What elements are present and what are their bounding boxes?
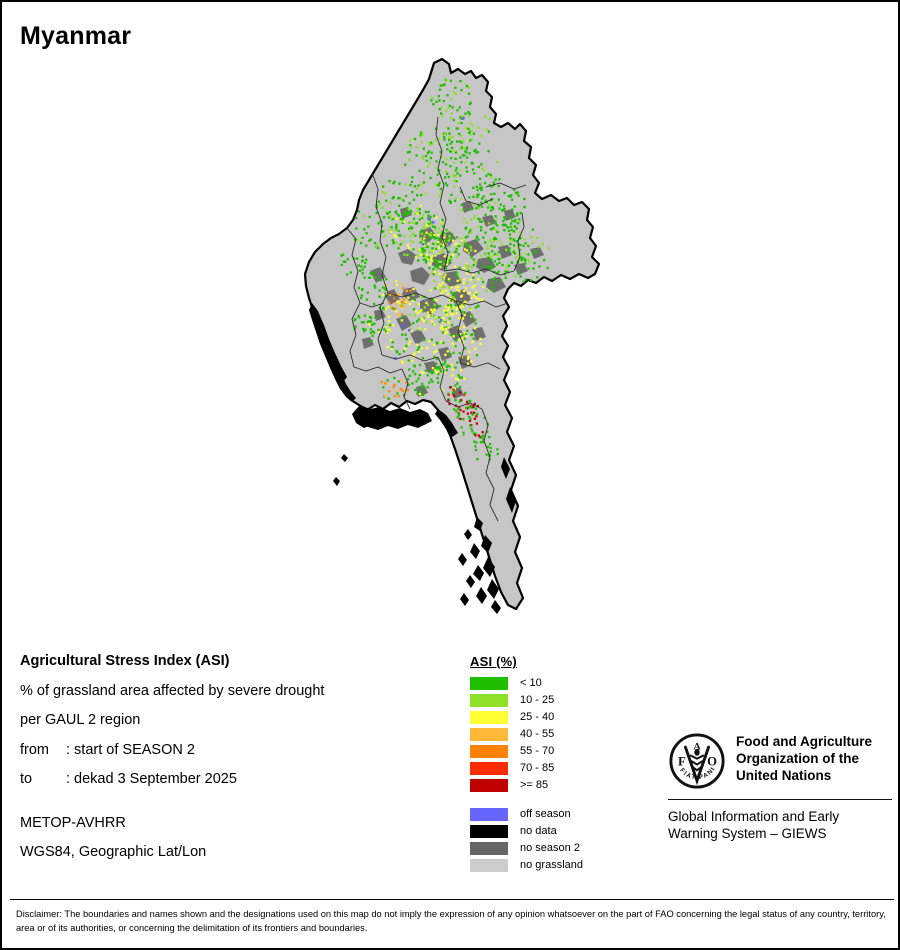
- legend-status-swatch: [470, 825, 508, 838]
- legend-status-label: no grassland: [520, 859, 583, 871]
- disclaimer-divider: [10, 899, 894, 900]
- fao-logo-row: F A O FIAT PANIS Food and Agriculture Or…: [668, 732, 892, 790]
- legend-class-4[interactable]: 55 - 70: [470, 743, 660, 760]
- fao-branding: F A O FIAT PANIS Food and Agriculture Or…: [668, 732, 892, 843]
- info-from-value: : start of SEASON 2: [66, 741, 195, 758]
- info-to-row: to : dekad 3 September 2025: [20, 772, 450, 787]
- legend-status-2[interactable]: no season 2: [470, 840, 660, 857]
- legend-class-swatch: [470, 694, 508, 707]
- legend-class-label: 70 - 85: [520, 762, 555, 774]
- legend-status-swatch: [470, 859, 508, 872]
- giews-line-2: Warning System – GIEWS: [668, 826, 827, 842]
- legend-status-swatch: [470, 808, 508, 821]
- page-title: Myanmar: [20, 22, 132, 50]
- legend-class-label: >= 85: [520, 779, 549, 791]
- legend-class-swatch: [470, 677, 508, 690]
- legend-class-swatch: [470, 779, 508, 792]
- info-projection: WGS84, Geographic Lat/Lon: [20, 844, 207, 860]
- fao-org-line-3: United Nations: [736, 767, 832, 783]
- disclaimer-text: Disclaimer: The boundaries and names sho…: [16, 909, 886, 933]
- fao-letter-f: F: [678, 755, 686, 769]
- myanmar-map-svg: [303, 57, 601, 614]
- legend-class-label: 55 - 70: [520, 745, 555, 757]
- fao-organization-name: Food and Agriculture Organization of the…: [736, 732, 872, 785]
- info-from-row: from : start of SEASON 2: [20, 741, 450, 758]
- giews-line-1: Global Information and Early: [668, 809, 840, 824]
- legend-class-swatch: [470, 745, 508, 758]
- legend-status-0[interactable]: off season: [470, 806, 660, 823]
- legend-status-label: no data: [520, 825, 557, 837]
- info-description-2: per GAUL 2 region: [20, 712, 141, 728]
- legend-class-label: 10 - 25: [520, 694, 555, 706]
- asi-pixel-overlay: [340, 78, 550, 461]
- legend-title: ASI (%): [470, 654, 517, 669]
- legend-status-label: off season: [520, 808, 571, 820]
- legend-status-3[interactable]: no grassland: [470, 857, 660, 874]
- giews-name: Global Information and Early Warning Sys…: [668, 808, 892, 843]
- legend-class-label: < 10: [520, 677, 542, 689]
- fao-org-line-2: Organization of the: [736, 750, 859, 766]
- legend-class-3[interactable]: 40 - 55: [470, 726, 660, 743]
- map-canvas[interactable]: [252, 57, 672, 627]
- info-from-label: from: [20, 741, 49, 758]
- legend-status-1[interactable]: no data: [470, 823, 660, 840]
- legend-class-label: 25 - 40: [520, 711, 555, 723]
- info-to-label: to: [20, 771, 33, 787]
- fao-letter-a: A: [693, 741, 701, 752]
- legend-class-2[interactable]: 25 - 40: [470, 709, 660, 726]
- fao-letter-o: O: [707, 755, 717, 769]
- admin-boundaries: [345, 116, 527, 522]
- info-to-value: : dekad 3 September 2025: [66, 771, 237, 787]
- legend: ASI (%) < 10 10 - 25 25 - 40 40 - 55 55 - 70…: [470, 654, 660, 874]
- fao-logo-icon: F A O FIAT PANIS: [668, 732, 725, 789]
- legend-spacer: [470, 794, 660, 806]
- fao-divider: [668, 799, 892, 800]
- legend-class-5[interactable]: 70 - 85: [470, 760, 660, 777]
- info-spacer: [20, 802, 450, 816]
- legend-class-label: 40 - 55: [520, 728, 555, 740]
- legend-status-label: no season 2: [520, 842, 580, 854]
- legend-class-6[interactable]: >= 85: [470, 777, 660, 794]
- fao-org-line-1: Food and Agriculture: [736, 734, 872, 749]
- info-heading: Agricultural Stress Index (ASI): [20, 653, 230, 669]
- info-block: Agricultural Stress Index (ASI) % of gra…: [20, 654, 450, 875]
- legend-class-swatch: [470, 762, 508, 775]
- info-sensor: METOP-AVHRR: [20, 814, 126, 831]
- info-description-1: % of grassland area affected by severe d…: [20, 682, 325, 699]
- legend-class-0[interactable]: < 10: [470, 675, 660, 692]
- legend-class-1[interactable]: 10 - 25: [470, 692, 660, 709]
- no-data-regions: [309, 303, 516, 614]
- legend-class-swatch: [470, 711, 508, 724]
- legend-class-list: < 10 10 - 25 25 - 40 40 - 55 55 - 70 70 - 85 >…: [470, 675, 660, 794]
- legend-status-swatch: [470, 842, 508, 855]
- legend-class-swatch: [470, 728, 508, 741]
- legend-status-list: off season no data no season 2 no grassland: [470, 806, 660, 874]
